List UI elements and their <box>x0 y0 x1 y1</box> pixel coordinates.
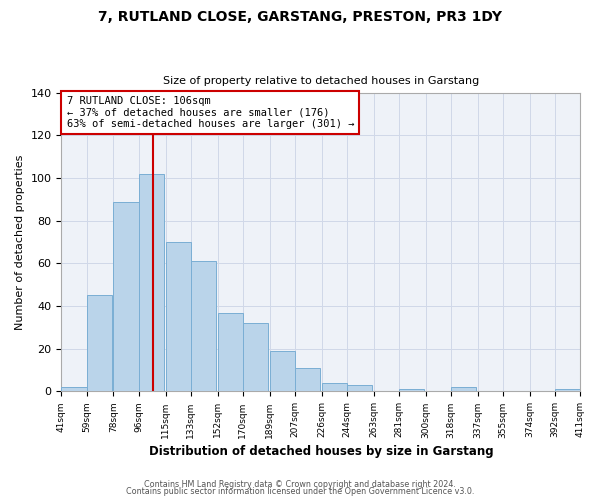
Bar <box>87 296 112 392</box>
Bar <box>399 390 424 392</box>
Bar <box>451 387 476 392</box>
Bar <box>555 390 580 392</box>
Text: 7, RUTLAND CLOSE, GARSTANG, PRESTON, PR3 1DY: 7, RUTLAND CLOSE, GARSTANG, PRESTON, PR3… <box>98 10 502 24</box>
Bar <box>113 202 139 392</box>
Bar <box>139 174 164 392</box>
Bar <box>166 242 191 392</box>
Text: 7 RUTLAND CLOSE: 106sqm
← 37% of detached houses are smaller (176)
63% of semi-d: 7 RUTLAND CLOSE: 106sqm ← 37% of detache… <box>67 96 354 129</box>
Title: Size of property relative to detached houses in Garstang: Size of property relative to detached ho… <box>163 76 479 86</box>
Bar <box>61 387 87 392</box>
Y-axis label: Number of detached properties: Number of detached properties <box>15 154 25 330</box>
Bar <box>218 312 243 392</box>
Text: Contains HM Land Registry data © Crown copyright and database right 2024.: Contains HM Land Registry data © Crown c… <box>144 480 456 489</box>
X-axis label: Distribution of detached houses by size in Garstang: Distribution of detached houses by size … <box>149 444 493 458</box>
Bar <box>191 262 216 392</box>
Bar <box>322 383 347 392</box>
Bar <box>269 351 295 392</box>
Text: Contains public sector information licensed under the Open Government Licence v3: Contains public sector information licen… <box>126 487 474 496</box>
Bar <box>243 323 268 392</box>
Bar <box>347 385 372 392</box>
Bar <box>295 368 320 392</box>
